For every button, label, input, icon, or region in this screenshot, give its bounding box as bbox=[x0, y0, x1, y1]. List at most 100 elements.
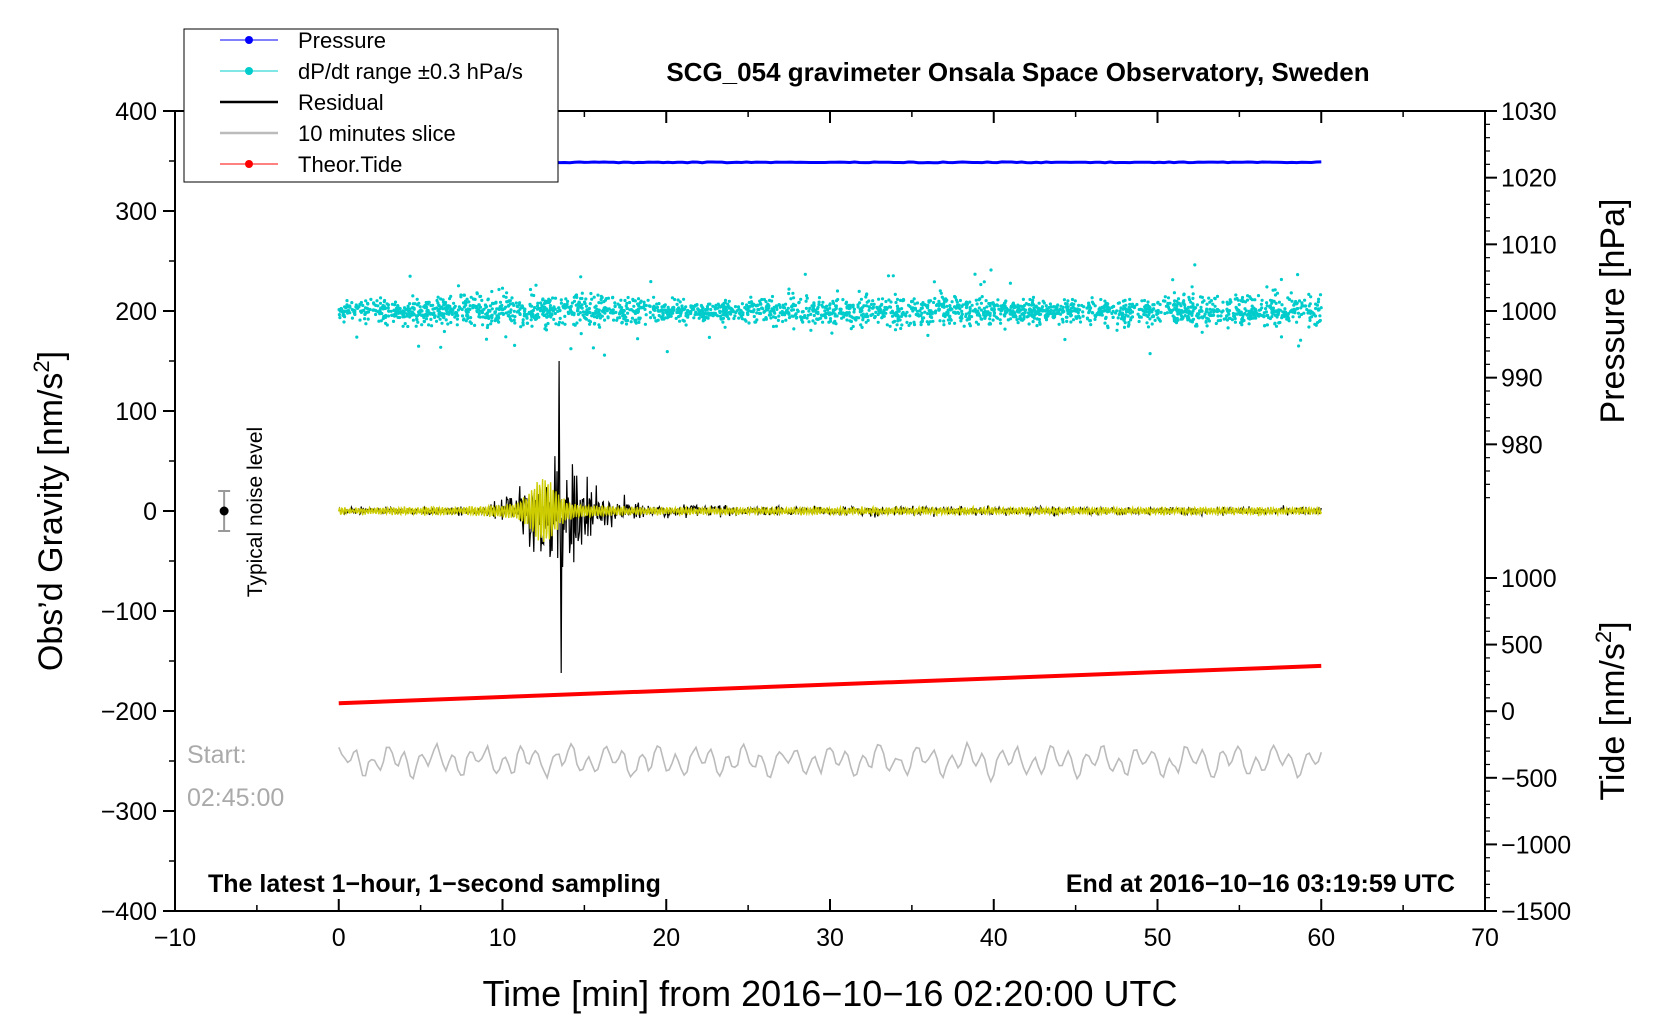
dpdt-point bbox=[439, 313, 443, 317]
dpdt-point bbox=[528, 287, 533, 292]
dpdt-point bbox=[787, 291, 791, 296]
dpdt-point bbox=[538, 309, 543, 313]
dpdt-point bbox=[531, 308, 536, 313]
dpdt-point bbox=[796, 309, 800, 313]
series-layer bbox=[337, 160, 1323, 784]
dpdt-point bbox=[724, 305, 728, 309]
dpdt-point bbox=[465, 313, 469, 317]
dpdt-point bbox=[1027, 303, 1031, 307]
start-time: 02:45:00 bbox=[187, 784, 284, 812]
dpdt-point bbox=[513, 321, 517, 325]
dpdt-point bbox=[618, 303, 622, 308]
dpdt-point bbox=[805, 296, 809, 300]
dpdt-point bbox=[740, 302, 745, 306]
dpdt-point bbox=[350, 316, 354, 320]
dpdt-point bbox=[767, 304, 771, 308]
dpdt-point bbox=[800, 315, 804, 320]
dpdt-point bbox=[1214, 309, 1218, 313]
dpdt-point bbox=[882, 309, 886, 313]
dpdt-point bbox=[459, 295, 463, 299]
dpdt-point bbox=[1120, 311, 1125, 315]
dpdt-point bbox=[660, 305, 664, 309]
dpdt-point bbox=[1205, 302, 1209, 306]
dpdt-point bbox=[442, 303, 446, 307]
dpdt-point bbox=[1165, 311, 1169, 315]
dpdt-point bbox=[505, 300, 509, 304]
dpdt-point bbox=[665, 350, 669, 354]
dpdt-point bbox=[1238, 313, 1242, 317]
dpdt-point bbox=[416, 320, 420, 324]
dpdt-point bbox=[563, 306, 567, 310]
dpdt-point bbox=[871, 305, 876, 309]
dpdt-point bbox=[706, 316, 710, 320]
dpdt-point bbox=[816, 305, 820, 309]
dpdt-point bbox=[939, 302, 943, 306]
dpdt-point bbox=[1225, 309, 1230, 313]
dpdt-point bbox=[1307, 325, 1311, 329]
dpdt-point bbox=[805, 294, 809, 298]
dpdt-point bbox=[678, 319, 682, 323]
dpdt-point bbox=[899, 326, 903, 331]
dpdt-point bbox=[1187, 311, 1191, 316]
dpdt-point bbox=[747, 321, 751, 325]
dpdt-point bbox=[822, 313, 826, 317]
dpdt-point bbox=[857, 316, 861, 320]
dpdt-point bbox=[628, 308, 632, 312]
dpdt-point bbox=[513, 315, 517, 319]
dpdt-point bbox=[732, 316, 736, 321]
dpdt-point bbox=[1158, 302, 1162, 307]
dpdt-point bbox=[889, 311, 893, 315]
dpdt-point bbox=[1225, 314, 1229, 318]
dpdt-point bbox=[686, 309, 690, 313]
dpdt-point bbox=[1273, 288, 1277, 292]
dpdt-point bbox=[1123, 321, 1127, 325]
dpdt-point bbox=[636, 297, 641, 301]
dpdt-point bbox=[574, 293, 579, 297]
dpdt-point bbox=[393, 300, 398, 304]
dpdt-point bbox=[1078, 316, 1082, 320]
dpdt-point bbox=[596, 293, 600, 297]
dpdt-point bbox=[1128, 302, 1132, 306]
dpdt-point bbox=[1173, 299, 1177, 303]
dpdt-point bbox=[1075, 316, 1079, 320]
dpdt-point bbox=[489, 322, 493, 326]
dpdt-point bbox=[980, 317, 984, 321]
dpdt-point bbox=[1303, 298, 1307, 302]
dpdt-point bbox=[940, 295, 944, 299]
dpdt-point bbox=[1015, 318, 1019, 322]
dpdt-point bbox=[945, 304, 949, 308]
dpdt-point bbox=[958, 307, 962, 311]
dpdt-point bbox=[634, 321, 638, 325]
dpdt-point bbox=[433, 315, 437, 319]
dpdt-point bbox=[816, 312, 820, 316]
dpdt-point bbox=[1280, 303, 1284, 307]
dpdt-point bbox=[530, 311, 534, 316]
dpdt-point bbox=[589, 291, 593, 296]
dpdt-point bbox=[469, 316, 473, 320]
dpdt-point bbox=[894, 300, 898, 305]
dpdt-point bbox=[667, 315, 671, 319]
dpdt-point bbox=[1309, 295, 1313, 299]
dpdt-point bbox=[518, 312, 522, 317]
dpdt-point bbox=[989, 268, 993, 272]
dpdt-point bbox=[679, 311, 683, 315]
dpdt-point bbox=[927, 322, 931, 326]
dpdt-point bbox=[1256, 294, 1261, 298]
dpdt-point bbox=[1257, 308, 1261, 312]
dpdt-point bbox=[1232, 315, 1237, 319]
dpdt-point bbox=[1207, 313, 1211, 317]
dpdt-point bbox=[996, 304, 1000, 308]
dpdt-point bbox=[644, 303, 648, 308]
dpdt-point bbox=[1182, 292, 1186, 296]
dpdt-point bbox=[905, 320, 909, 324]
dpdt-point bbox=[820, 303, 824, 307]
dpdt-point bbox=[436, 295, 440, 299]
dpdt-point bbox=[952, 305, 957, 309]
dpdt-point bbox=[866, 318, 870, 322]
dpdt-point bbox=[546, 321, 550, 326]
dpdt-point bbox=[1265, 323, 1269, 327]
dpdt-point bbox=[554, 322, 558, 326]
dpdt-point bbox=[411, 318, 415, 322]
dpdt-point bbox=[831, 299, 835, 303]
dpdt-point bbox=[1130, 315, 1135, 319]
